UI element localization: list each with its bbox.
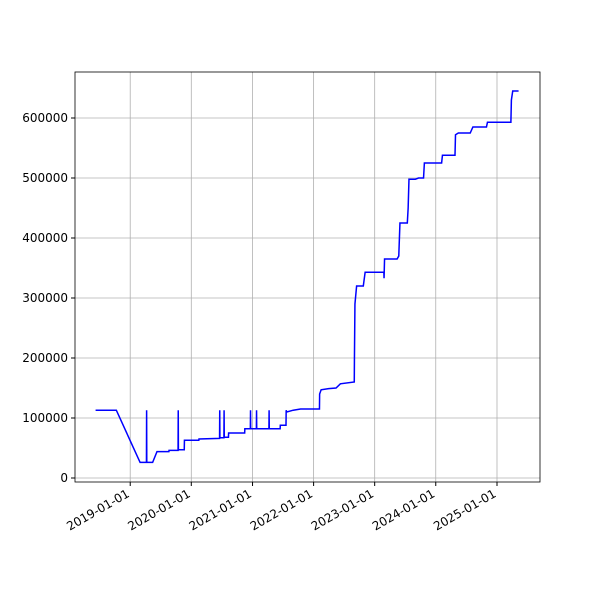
y-tick-label: 500000 <box>22 171 68 185</box>
y-tick-label: 0 <box>60 471 68 485</box>
y-tick-label: 300000 <box>22 291 68 305</box>
y-tick-label: 400000 <box>22 231 68 245</box>
y-tick-label: 600000 <box>22 111 68 125</box>
y-tick-label: 100000 <box>22 411 68 425</box>
data-line <box>95 90 519 464</box>
y-tick-label: 200000 <box>22 351 68 365</box>
plot-frame <box>74 71 541 483</box>
